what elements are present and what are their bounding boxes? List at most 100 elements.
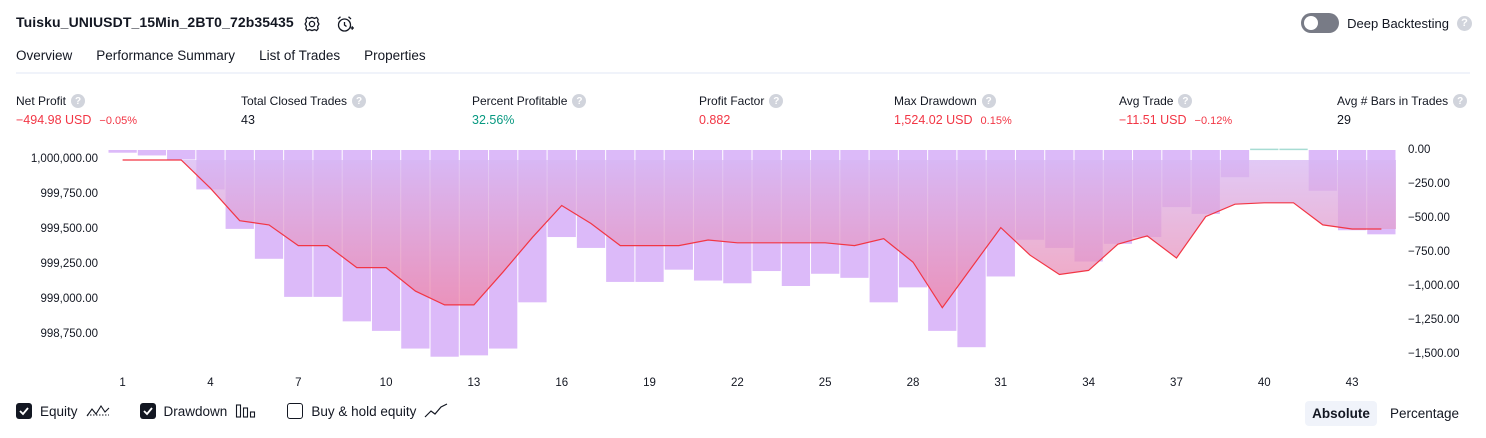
- drawdown-bar: [1250, 148, 1279, 151]
- metric-label-text: Max Drawdown: [894, 94, 977, 108]
- metric-label-text: Avg # Bars in Trades: [1337, 94, 1449, 108]
- info-icon[interactable]: ?: [981, 94, 996, 108]
- metric-max-drawdown: Max Drawdown? 1,524.02 USD 0.15%: [894, 94, 1012, 127]
- legend-drawdown[interactable]: Drawdown: [139, 403, 258, 419]
- metric-avg-trade: Avg Trade? −11.51 USD −0.12%: [1119, 94, 1232, 127]
- metric-label-text: Total Closed Trades: [241, 94, 348, 108]
- info-icon[interactable]: ?: [769, 94, 784, 108]
- tab-performance-summary[interactable]: Performance Summary: [96, 48, 236, 63]
- equity-line: [122, 159, 1382, 309]
- metric-value: 29: [1337, 113, 1351, 127]
- right-axis-tick: 0.00: [1408, 144, 1431, 156]
- info-icon[interactable]: ?: [572, 94, 587, 108]
- x-axis-tick: 37: [1170, 377, 1183, 389]
- checkmark-icon: [142, 407, 153, 416]
- add-alert-clock-icon[interactable]: [335, 14, 355, 34]
- metric-value: 43: [241, 113, 255, 127]
- metric-percent: −0.05%: [99, 115, 138, 127]
- toggle-knob: [1304, 16, 1319, 30]
- report-tabs: Overview Performance Summary List of Tra…: [16, 48, 426, 74]
- checkmark-icon: [19, 407, 29, 416]
- metric-label-text: Avg Trade: [1119, 94, 1174, 108]
- metric-value: 1,524.02 USD: [894, 113, 973, 127]
- x-axis-tick: 7: [295, 377, 302, 389]
- info-icon[interactable]: ?: [352, 94, 367, 108]
- info-icon[interactable]: ?: [1453, 94, 1468, 108]
- metric-percent: 0.15%: [980, 115, 1012, 127]
- x-axis-tick: 28: [906, 377, 920, 389]
- metric-value: 0.882: [699, 113, 731, 127]
- help-icon[interactable]: ?: [1457, 15, 1472, 31]
- metric-label: Max Drawdown?: [894, 94, 1012, 108]
- left-axis-tick: 1,000,000.00: [30, 153, 98, 165]
- metric-label-text: Percent Profitable: [472, 94, 568, 108]
- metric-value: 32.56%: [472, 113, 515, 127]
- scale-mode-switch: Absolute Percentage: [1305, 401, 1466, 426]
- right-axis-tick: −1,250.00: [1408, 314, 1460, 326]
- x-axis-tick: 22: [730, 377, 744, 389]
- equity-drawdown-chart: [108, 148, 1396, 357]
- metric-value-row: 32.56%: [472, 113, 586, 127]
- left-axis-tick: 999,250.00: [40, 258, 98, 270]
- settings-gear-icon[interactable]: [302, 14, 322, 34]
- metric-percent: −0.12%: [1194, 115, 1233, 127]
- equity-line-icon: [86, 404, 109, 417]
- x-axis-tick: 43: [1345, 377, 1359, 389]
- metric-label: Avg Trade?: [1119, 94, 1232, 108]
- drawdown-bar: [167, 150, 196, 160]
- metric-label: Percent Profitable?: [472, 94, 587, 108]
- drawdown-checkbox[interactable]: [139, 403, 156, 419]
- buy-hold-line-icon: [424, 403, 448, 418]
- x-axis-tick: 1: [119, 377, 126, 389]
- legend-equity[interactable]: Equity: [16, 403, 110, 419]
- deep-backtesting-toggle[interactable]: [1301, 13, 1340, 33]
- metric-label-text: Profit Factor: [699, 94, 765, 108]
- x-axis-tick: 10: [379, 377, 393, 389]
- deep-backtesting-control: Deep Backtesting ?: [1301, 13, 1472, 33]
- x-axis-tick: 31: [994, 377, 1008, 389]
- legend-buy-hold[interactable]: Buy & hold equity: [287, 403, 448, 419]
- metric-label-text: Net Profit: [16, 94, 67, 108]
- info-icon[interactable]: ?: [71, 94, 86, 108]
- x-axis-tick: 40: [1257, 377, 1271, 389]
- metric-profit-factor: Profit Factor? 0.882: [699, 94, 784, 127]
- x-axis-tick: 25: [818, 377, 832, 389]
- right-axis-tick: −1,500.00: [1408, 348, 1460, 360]
- x-axis-tick: 13: [467, 377, 481, 389]
- left-axis-tick: 999,750.00: [40, 188, 98, 200]
- legend-drawdown-label: Drawdown: [163, 403, 228, 419]
- x-axis-tick: 4: [207, 377, 214, 389]
- x-axis-tick: 16: [555, 377, 569, 389]
- drawdown-bar: [137, 150, 167, 156]
- drawdown-bar: [1279, 148, 1308, 151]
- left-axis-tick: 998,750.00: [40, 328, 98, 340]
- metric-value-row: 1,524.02 USD 0.15%: [894, 113, 1012, 127]
- metric-value: −494.98 USD: [16, 113, 92, 127]
- metric-value-row: −11.51 USD −0.12%: [1119, 113, 1232, 127]
- deep-backtesting-label: Deep Backtesting: [1347, 15, 1449, 31]
- mode-percentage[interactable]: Percentage: [1389, 406, 1459, 421]
- mode-absolute[interactable]: Absolute: [1305, 401, 1377, 426]
- equity-area: [108, 160, 1396, 308]
- metric-avg-bars-in-trades: Avg # Bars in Trades? 29: [1337, 94, 1468, 127]
- metric-total-closed-trades: Total Closed Trades? 43: [241, 94, 367, 127]
- equity-checkbox[interactable]: [16, 403, 32, 419]
- tab-properties[interactable]: Properties: [364, 48, 426, 63]
- tab-overview[interactable]: Overview: [16, 48, 73, 74]
- metric-label: Net Profit?: [16, 94, 137, 108]
- legend-buy-hold-label: Buy & hold equity: [311, 403, 417, 419]
- right-axis-tick: −750.00: [1408, 246, 1450, 258]
- tab-list-of-trades[interactable]: List of Trades: [259, 48, 341, 63]
- metric-value-row: 0.882: [699, 113, 783, 127]
- info-icon[interactable]: ?: [1178, 94, 1193, 108]
- drawdown-bar: [108, 150, 137, 153]
- x-axis-tick: 19: [643, 377, 656, 389]
- right-axis-tick: −1,000.00: [1408, 280, 1460, 292]
- metric-label: Total Closed Trades?: [241, 94, 367, 108]
- right-axis-tick: −500.00: [1408, 212, 1450, 224]
- metric-value-row: −494.98 USD −0.05%: [16, 113, 137, 127]
- metric-label: Profit Factor?: [699, 94, 784, 108]
- left-axis-tick: 999,500.00: [40, 223, 98, 235]
- tabs-divider: [16, 72, 1470, 74]
- buy-hold-checkbox[interactable]: [287, 403, 304, 419]
